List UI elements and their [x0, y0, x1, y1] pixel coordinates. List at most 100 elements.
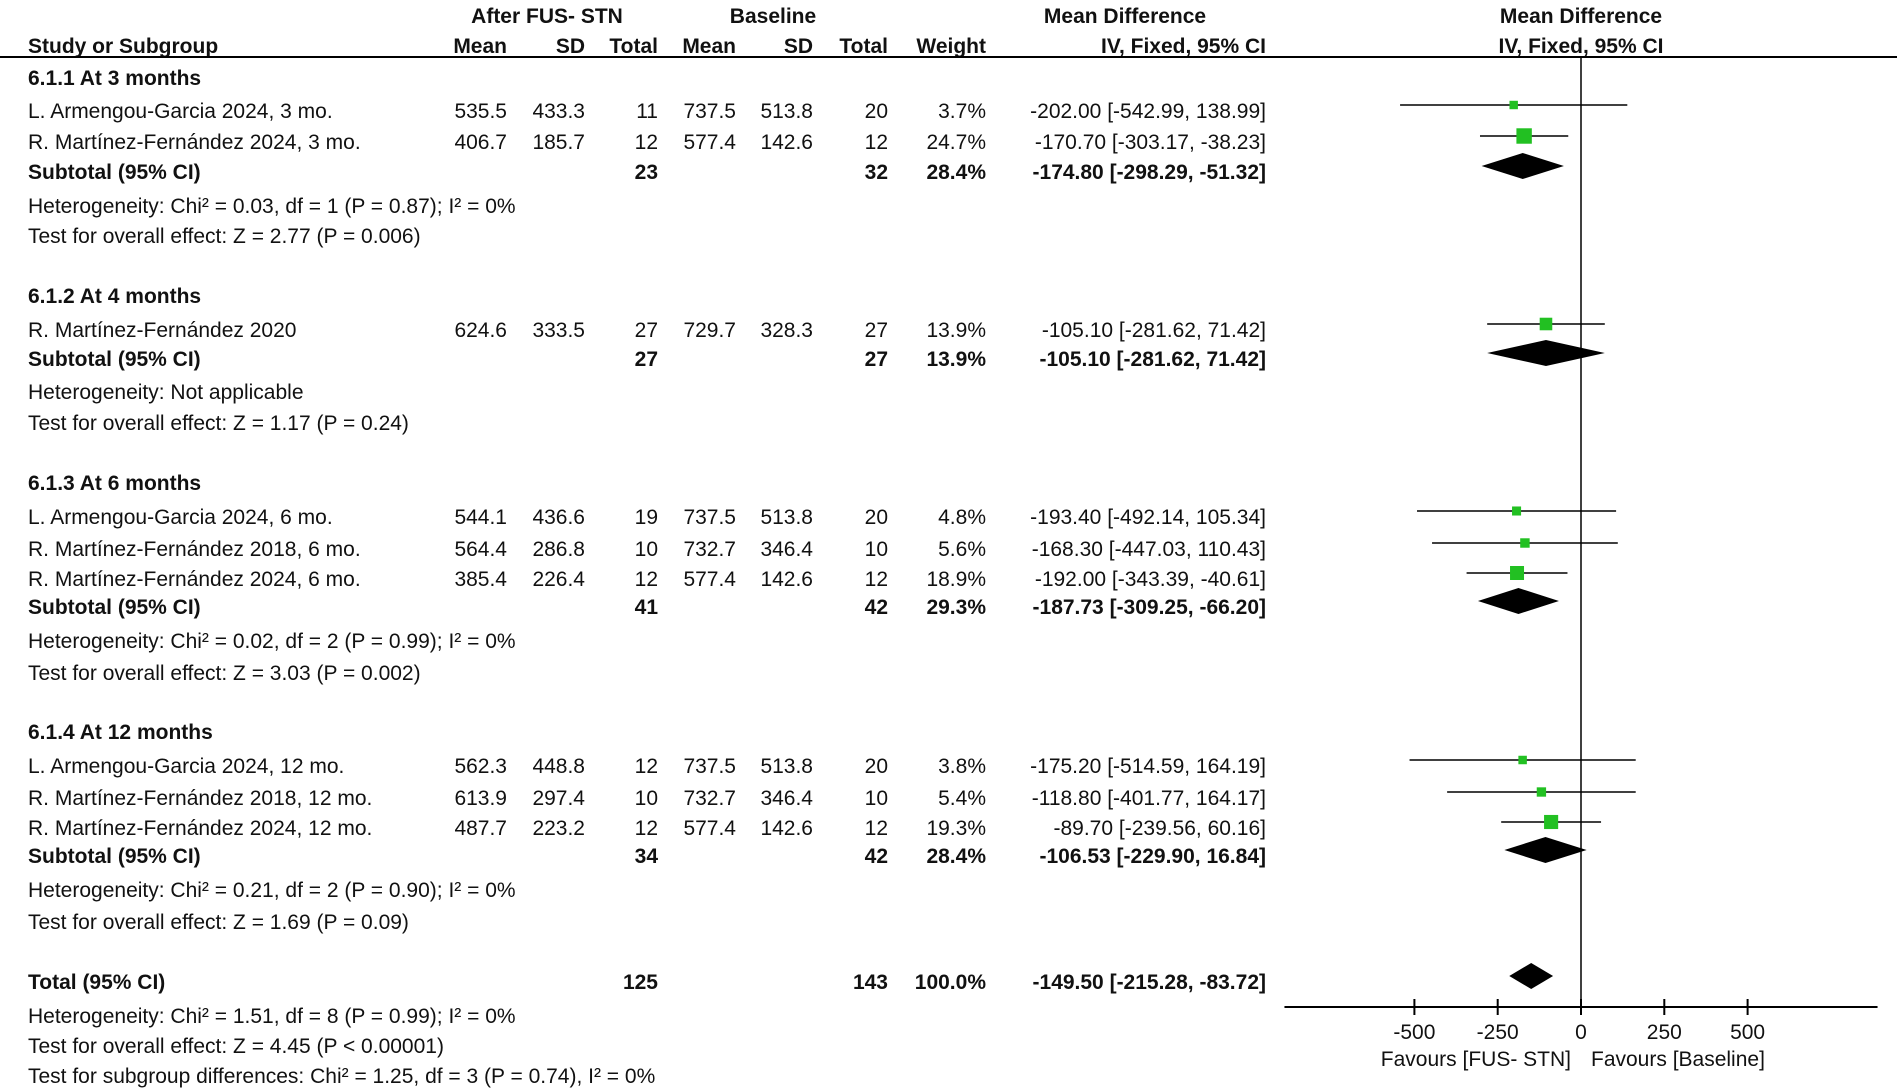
- study-ci: -118.80 [-401.77, 164.17]: [1031, 787, 1266, 810]
- study-weight: 4.8%: [938, 506, 986, 529]
- study-m2: 732.7: [683, 787, 736, 810]
- subtotal-ci: -187.73 [-309.25, -66.20]: [1032, 596, 1266, 619]
- study-n1: 10: [634, 538, 658, 561]
- total-label: Total (95% CI): [28, 971, 166, 994]
- effect-square: [1509, 100, 1518, 110]
- study-name: R. Martínez-Fernández 2024, 6 mo.: [28, 568, 361, 591]
- study-sd2: 346.4: [760, 787, 813, 810]
- study-sd1: 433.3: [532, 100, 585, 123]
- subgroup-overall-effect: Test for overall effect: Z = 1.17 (P = 0…: [28, 412, 409, 435]
- study-name: R. Martínez-Fernández 2020: [28, 319, 297, 342]
- study-m1: 544.1: [454, 506, 507, 529]
- total-n2: 143: [852, 971, 888, 994]
- study-name: R. Martínez-Fernández 2018, 12 mo.: [28, 787, 373, 810]
- subtotal-label: Subtotal (95% CI): [28, 161, 201, 184]
- study-ci: -202.00 [-542.99, 138.99]: [1030, 100, 1266, 123]
- total-ci: -149.50 [-215.28, -83.72]: [1032, 971, 1266, 994]
- subtotal-label: Subtotal (95% CI): [28, 348, 201, 371]
- header-method: IV, Fixed, 95% CI: [1101, 35, 1266, 58]
- study-n1: 11: [636, 100, 658, 123]
- study-m2: 577.4: [683, 568, 736, 591]
- header-group2: Baseline: [729, 5, 817, 28]
- subtotal-diamond: [1504, 837, 1587, 863]
- study-n1: 12: [634, 568, 658, 591]
- study-weight: 3.8%: [938, 755, 986, 778]
- effect-square: [1512, 506, 1522, 516]
- study-n2: 12: [864, 131, 888, 154]
- study-sd1: 223.2: [532, 817, 585, 840]
- study-sd1: 297.4: [532, 787, 585, 810]
- study-sd2: 142.6: [760, 568, 813, 591]
- study-sd1: 185.7: [532, 131, 585, 154]
- study-ci: -192.00 [-343.39, -40.61]: [1034, 568, 1266, 591]
- study-sd1: 436.6: [532, 506, 585, 529]
- study-weight: 3.7%: [938, 100, 986, 123]
- x-tick-label: -500: [1393, 1021, 1436, 1044]
- study-sd1: 448.8: [532, 755, 585, 778]
- study-m1: 562.3: [454, 755, 507, 778]
- study-m2: 577.4: [683, 131, 736, 154]
- subtotal-weight: 29.3%: [926, 596, 986, 619]
- subtotal-n1: 34: [634, 845, 658, 868]
- header-study: Study or Subgroup: [28, 35, 219, 58]
- study-n2: 12: [864, 568, 888, 591]
- subtotal-label: Subtotal (95% CI): [28, 845, 201, 868]
- total-overall-effect: Test for overall effect: Z = 4.45 (P < 0…: [28, 1035, 444, 1058]
- header-effect: Mean Difference: [1043, 5, 1207, 28]
- subtotal-weight: 28.4%: [926, 161, 986, 184]
- subtotal-weight: 13.9%: [926, 348, 986, 371]
- study-m2: 732.7: [683, 538, 736, 561]
- subgroup-differences: Test for subgroup differences: Chi² = 1.…: [28, 1065, 656, 1088]
- study-m2: 577.4: [683, 817, 736, 840]
- header-total2: Total: [839, 35, 888, 58]
- study-n1: 12: [634, 131, 658, 154]
- study-n1: 19: [634, 506, 658, 529]
- study-n2: 27: [864, 319, 888, 342]
- favours-right-label: Favours [Baseline]: [1591, 1048, 1765, 1071]
- subtotal-ci: -106.53 [-229.90, 16.84]: [1039, 845, 1267, 868]
- study-name: R. Martínez-Fernández 2024, 12 mo.: [28, 817, 373, 840]
- study-sd2: 346.4: [760, 538, 813, 561]
- subtotal-label: Subtotal (95% CI): [28, 596, 201, 619]
- study-name: L. Armengou-Garcia 2024, 12 mo.: [28, 755, 345, 778]
- x-tick-label: 250: [1646, 1021, 1682, 1044]
- study-n2: 20: [864, 506, 888, 529]
- subtotal-ci: -105.10 [-281.62, 71.42]: [1039, 348, 1267, 371]
- study-m1: 535.5: [454, 100, 507, 123]
- effect-square: [1536, 787, 1547, 797]
- subgroup-overall-effect: Test for overall effect: Z = 1.69 (P = 0…: [28, 911, 409, 934]
- subgroup-title: 6.1.3 At 6 months: [28, 472, 202, 495]
- header-group1: After FUS- STN: [471, 5, 623, 28]
- subtotal-weight: 28.4%: [926, 845, 986, 868]
- study-n1: 12: [634, 817, 658, 840]
- study-n2: 20: [864, 755, 888, 778]
- subtotal-n2: 42: [864, 596, 888, 619]
- header-plot-method: IV, Fixed, 95% CI: [1498, 35, 1664, 58]
- effect-square: [1516, 128, 1532, 144]
- subgroup-overall-effect: Test for overall effect: Z = 3.03 (P = 0…: [28, 662, 421, 685]
- x-tick-label: -250: [1476, 1021, 1519, 1044]
- study-sd1: 286.8: [532, 538, 585, 561]
- subtotal-n2: 27: [864, 348, 888, 371]
- study-n1: 12: [634, 755, 658, 778]
- subtotal-n2: 32: [864, 161, 888, 184]
- study-ci: -175.20 [-514.59, 164.19]: [1030, 755, 1266, 778]
- study-ci: -168.30 [-447.03, 110.43]: [1031, 538, 1266, 561]
- study-name: L. Armengou-Garcia 2024, 3 mo.: [28, 100, 333, 123]
- study-sd2: 328.3: [760, 319, 813, 342]
- study-m1: 624.6: [454, 319, 507, 342]
- subtotal-diamond: [1487, 340, 1605, 366]
- subtotal-n1: 23: [634, 161, 658, 184]
- study-n1: 10: [634, 787, 658, 810]
- study-m2: 737.5: [683, 755, 736, 778]
- study-weight: 19.3%: [926, 817, 986, 840]
- study-sd1: 226.4: [532, 568, 585, 591]
- study-n2: 12: [864, 817, 888, 840]
- effect-square: [1510, 566, 1525, 580]
- subtotal-n1: 27: [634, 348, 658, 371]
- total-heterogeneity: Heterogeneity: Chi² = 1.51, df = 8 (P = …: [28, 1005, 516, 1028]
- subtotal-diamond: [1481, 153, 1564, 179]
- study-n2: 10: [864, 787, 888, 810]
- study-sd2: 513.8: [760, 755, 813, 778]
